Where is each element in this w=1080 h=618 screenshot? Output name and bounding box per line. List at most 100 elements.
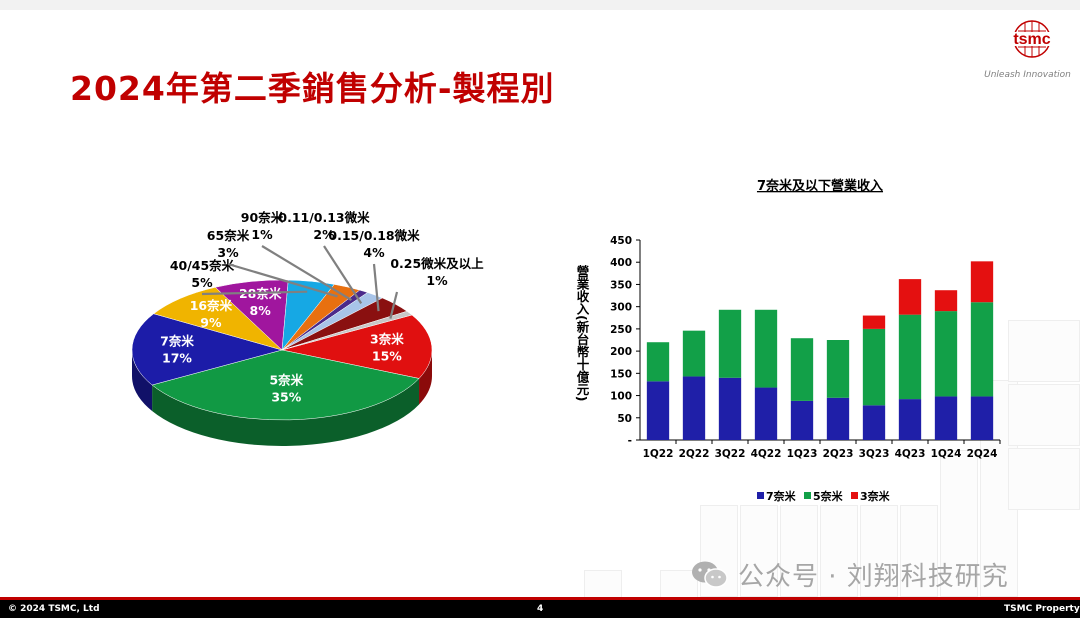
x-tick-label-1q22: 1Q22 xyxy=(643,448,674,460)
x-tick-label-3q23: 3Q23 xyxy=(859,448,890,460)
bar-2q22-5 xyxy=(682,330,706,377)
bar-1q24-3 xyxy=(934,290,958,312)
page-number: 4 xyxy=(537,604,544,614)
bar-4q23-3 xyxy=(898,279,922,315)
pie-leader-90 xyxy=(261,245,353,302)
pie-label-90: 90奈米 xyxy=(241,210,284,225)
x-tick-label-4q23: 4Q23 xyxy=(895,448,926,460)
pie-pct-0-15-0-18: 4% xyxy=(363,245,385,260)
bar-2q24-7 xyxy=(970,396,994,440)
y-tick-label-8: 400 xyxy=(610,257,632,269)
bar-4q22-5 xyxy=(754,309,778,388)
tsmc-logo: tsmc xyxy=(1007,20,1057,58)
x-tick-label-2q22: 2Q22 xyxy=(679,448,710,460)
pie-label-0-15-0-18: 0.15/0.18微米 xyxy=(328,228,420,243)
y-tick-label-4: 200 xyxy=(610,346,632,358)
pie-pct-65: 3% xyxy=(217,245,239,260)
pie-pct-3: 15% xyxy=(372,348,402,363)
pie-pct-7: 17% xyxy=(162,350,192,365)
legend-label-7: 7奈米 xyxy=(766,489,797,503)
pie-slice-5 xyxy=(151,349,420,421)
bar-1q24-5 xyxy=(934,311,958,397)
footer-copyright: © 2024 TSMC, Ltd xyxy=(8,604,100,614)
bar-3q23-5 xyxy=(862,328,886,406)
bar-2q23-7 xyxy=(826,397,850,440)
x-tick-label-1q23: 1Q23 xyxy=(787,448,818,460)
legend-swatch-7 xyxy=(757,492,764,499)
pie-label-65: 65奈米 xyxy=(207,228,250,243)
pie-pct-16: 9% xyxy=(200,315,222,330)
y-tick-label-7: 350 xyxy=(610,279,632,291)
bar-4q23-7 xyxy=(898,399,922,440)
legend-swatch-5 xyxy=(804,492,811,499)
footer-bar: © 2024 TSMC, Ltd 4 TSMC Property xyxy=(0,597,1080,618)
bar-4q23-5 xyxy=(898,314,922,400)
bar-1q22-5 xyxy=(646,342,670,382)
y-tick-label-5: 250 xyxy=(610,324,632,336)
pie-label-5: 5奈米 xyxy=(269,372,303,387)
pie-pct-0-25: 1% xyxy=(426,273,448,288)
wechat-icon xyxy=(692,561,728,588)
y-tick-label-2: 100 xyxy=(610,391,632,403)
watermark: 公众号 · 刘翔科技研究 xyxy=(690,556,1009,593)
process-pie-chart: 3奈米15%5奈米35%7奈米17%16奈米9%28奈米8%40/45奈米5%6… xyxy=(131,210,484,446)
pie-pct-28: 8% xyxy=(250,303,272,318)
pie-leader-40-45 xyxy=(201,290,308,296)
x-tick-label-3q22: 3Q22 xyxy=(715,448,746,460)
pie-side-7 xyxy=(132,350,153,411)
x-tick-label-4q22: 4Q22 xyxy=(751,448,782,460)
bar-y-axis-label: 營業收入(新台幣十億元) xyxy=(575,264,590,401)
bar-3q23-7 xyxy=(862,405,886,440)
pie-labels: 3奈米15%5奈米35%7奈米17%16奈米9%28奈米8%40/45奈米5%6… xyxy=(160,210,484,404)
bar-3q22-7 xyxy=(718,377,742,440)
bar-2q23-5 xyxy=(826,340,850,398)
x-tick-label-2q24: 2Q24 xyxy=(967,448,998,460)
slide-title: 2024年第二季銷售分析-製程別 xyxy=(70,69,555,108)
pie-pct-0-11-0-13: 2% xyxy=(313,227,335,242)
pie-side-walls xyxy=(132,350,433,446)
bar-2q22-7 xyxy=(682,376,706,440)
pie-side-5 xyxy=(152,378,420,446)
bar-3q23-3 xyxy=(862,315,886,329)
x-tick-label-1q24: 1Q24 xyxy=(931,448,962,460)
logo-text: tsmc xyxy=(1013,31,1050,48)
pie-leader-0-15-0-18 xyxy=(372,263,380,312)
pie-pct-40-45: 5% xyxy=(191,275,213,290)
pie-side-3 xyxy=(419,350,433,405)
top-bar xyxy=(0,0,1080,10)
pie-label-16: 16奈米 xyxy=(190,298,233,313)
pie-leader-65 xyxy=(227,262,338,298)
pie-pct-90: 1% xyxy=(251,227,273,242)
pie-slice-0-25 xyxy=(281,310,413,351)
pie-label-0-25: 0.25微米及以上 xyxy=(390,256,484,271)
bar-1q22-7 xyxy=(646,381,670,440)
footer-property: TSMC Property xyxy=(1004,604,1080,614)
pie-label-3: 3奈米 xyxy=(370,331,404,346)
y-tick-label-0: - xyxy=(628,435,632,447)
legend-label-5: 5奈米 xyxy=(813,489,844,503)
y-tick-label-3: 150 xyxy=(610,368,632,380)
pie-label-0-11-0-13: 0.11/0.13微米 xyxy=(278,210,370,225)
pie-top xyxy=(131,279,433,421)
y-tick-label-6: 300 xyxy=(610,302,632,314)
x-tick-label-2q23: 2Q23 xyxy=(823,448,854,460)
pie-label-7: 7奈米 xyxy=(160,333,194,348)
bar-1q24-7 xyxy=(934,396,958,440)
legend-swatch-3 xyxy=(851,492,858,499)
y-tick-label-9: 450 xyxy=(610,235,632,247)
pie-slice-16 xyxy=(153,287,283,351)
pie-label-40-45: 40/45奈米 xyxy=(170,258,235,273)
y-tick-label-1: 50 xyxy=(617,413,632,425)
bar-1q23-5 xyxy=(790,338,814,401)
bar-chart-title: 7奈米及以下營業收入 xyxy=(757,178,883,194)
watermark-text: 公众号 · 刘翔科技研究 xyxy=(738,562,1009,592)
pie-slice-3 xyxy=(281,314,433,379)
bar-2q24-5 xyxy=(970,302,994,397)
legend-label-3: 3奈米 xyxy=(860,489,891,503)
bar-3q22-5 xyxy=(718,309,742,378)
bar-1q23-7 xyxy=(790,400,814,440)
bar-4q22-7 xyxy=(754,387,778,440)
pie-pct-5: 35% xyxy=(271,389,301,404)
pie-leader-0-25 xyxy=(389,291,399,319)
